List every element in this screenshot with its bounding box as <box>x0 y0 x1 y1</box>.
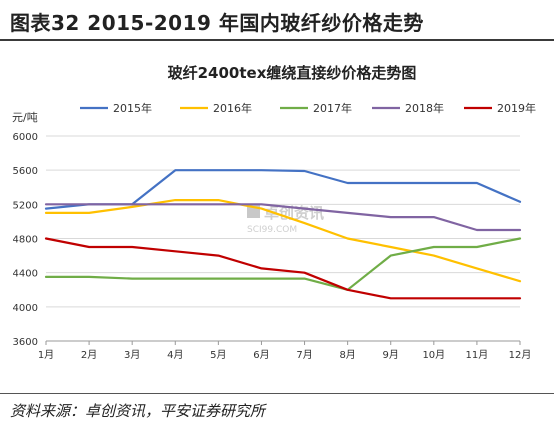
x-tick-label: 1月 <box>38 349 54 361</box>
y-tick-label: 5600 <box>13 166 38 177</box>
chart-title: 玻纤2400tex缠绕直接纱价格走势图 <box>168 64 417 82</box>
x-tick-label: 9月 <box>383 349 399 361</box>
series-lines <box>44 169 522 300</box>
series-line <box>44 169 522 210</box>
x-tick-label: 12月 <box>509 349 532 361</box>
legend: 2015年 2016年 2017年 2018年 2019年 <box>80 101 536 115</box>
series-line <box>44 203 522 232</box>
y-axis-ticks: 3600 4000 4400 4800 5200 5600 6000 <box>13 132 38 348</box>
source-note: 资料来源：卓创资讯，平安证券研究所 <box>10 402 266 420</box>
y-axis-label: 元/吨 <box>12 111 38 124</box>
legend-label: 2018年 <box>405 101 444 115</box>
y-tick-label: 6000 <box>13 132 38 143</box>
series-line <box>44 199 522 283</box>
y-tick-label: 4800 <box>13 235 38 246</box>
x-tick-label: 4月 <box>167 349 183 361</box>
x-axis-ticks: 1月 2月 3月 4月 5月 6月 7月 8月 9月 10月 11月 12月 <box>38 341 532 361</box>
series-line <box>44 237 522 300</box>
figure-header: 图表32 2015-2019 年国内玻纤纱价格走势 <box>0 0 554 41</box>
legend-label: 2017年 <box>313 101 352 115</box>
legend-label: 2015年 <box>113 101 152 115</box>
watermark-site: SCI99.COM <box>247 225 297 235</box>
header-divider <box>0 39 554 41</box>
x-tick-label: 11月 <box>466 349 489 361</box>
x-tick-label: 10月 <box>422 349 445 361</box>
y-tick-label: 4400 <box>13 269 38 280</box>
legend-label: 2019年 <box>497 101 536 115</box>
legend-label: 2016年 <box>213 101 252 115</box>
x-tick-label: 6月 <box>253 349 269 361</box>
x-tick-label: 7月 <box>296 349 312 361</box>
y-tick-label: 4000 <box>13 303 38 314</box>
y-tick-label: 5200 <box>13 200 38 211</box>
x-tick-label: 2月 <box>81 349 97 361</box>
series-line <box>44 237 522 291</box>
x-tick-label: 3月 <box>124 349 140 361</box>
y-tick-label: 3600 <box>13 337 38 348</box>
figure-title: 图表32 2015-2019 年国内玻纤纱价格走势 <box>10 11 424 35</box>
footer-divider <box>0 393 554 394</box>
x-tick-label: 8月 <box>339 349 355 361</box>
x-tick-label: 5月 <box>210 349 226 361</box>
price-line-chart: 玻纤2400tex缠绕直接纱价格走势图 元/吨 2015年 2016年 2017年 2… <box>12 64 536 361</box>
